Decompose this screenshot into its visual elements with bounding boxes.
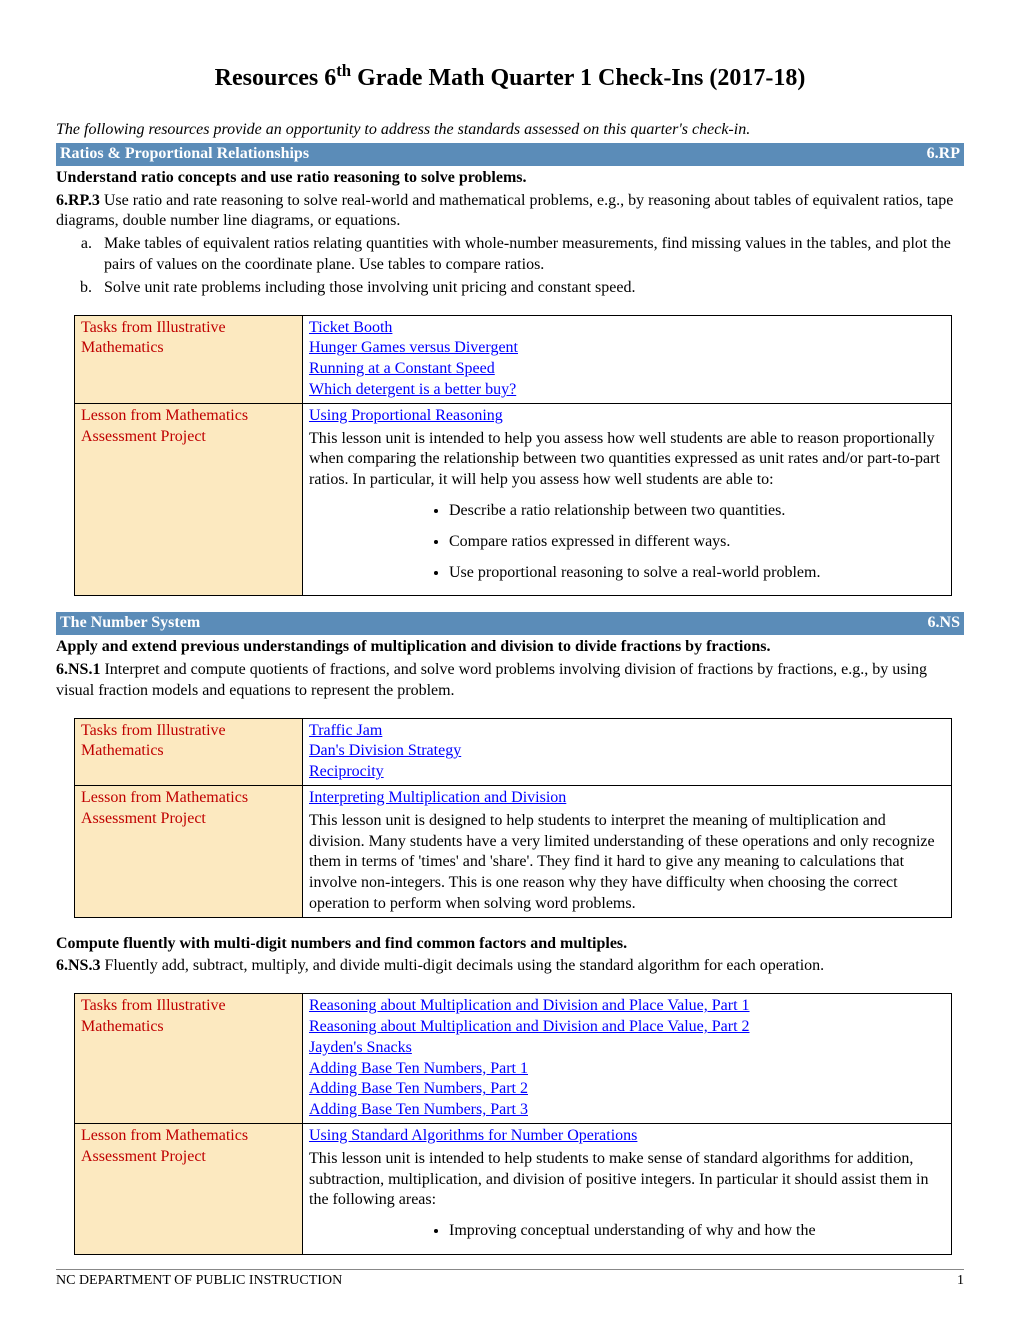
resources-table-ns3: Tasks from Illustrative Mathematics Reas… bbox=[74, 993, 952, 1255]
standard-code: 6.RP.3 bbox=[56, 192, 100, 209]
task-link[interactable]: Dan's Division Strategy bbox=[309, 742, 461, 759]
lesson-link[interactable]: Interpreting Multiplication and Division bbox=[309, 789, 566, 806]
resources-table-ns1: Tasks from Illustrative Mathematics Traf… bbox=[74, 718, 952, 918]
section-code: 6.NS bbox=[928, 613, 960, 634]
lesson-description: This lesson unit is designed to help stu… bbox=[309, 811, 945, 915]
lesson-cell: Using Standard Algorithms for Number Ope… bbox=[303, 1124, 952, 1255]
task-link[interactable]: Adding Base Ten Numbers, Part 3 bbox=[309, 1101, 528, 1118]
resources-table-rp: Tasks from Illustrative Mathematics Tick… bbox=[74, 315, 952, 597]
lesson-label-cell: Lesson from Mathematics Assessment Proje… bbox=[75, 1124, 303, 1255]
standard-body: Interpret and compute quotients of fract… bbox=[56, 661, 927, 699]
lesson-cell: Interpreting Multiplication and Division… bbox=[303, 785, 952, 917]
lesson-bullets: Improving conceptual understanding of wh… bbox=[309, 1221, 945, 1242]
lesson-bullet: Use proportional reasoning to solve a re… bbox=[449, 563, 945, 584]
lesson-bullet: Improving conceptual understanding of wh… bbox=[449, 1221, 945, 1242]
intro-text: The following resources provide an oppor… bbox=[56, 120, 964, 141]
task-link[interactable]: Reasoning about Multiplication and Divis… bbox=[309, 1018, 750, 1035]
tasks-label-cell: Tasks from Illustrative Mathematics bbox=[75, 994, 303, 1124]
standard-text: 6.RP.3 Use ratio and rate reasoning to s… bbox=[56, 191, 964, 233]
title-sup: th bbox=[336, 61, 351, 80]
cluster-heading-2: Compute fluently with multi-digit number… bbox=[56, 934, 964, 955]
task-link[interactable]: Reasoning about Multiplication and Divis… bbox=[309, 997, 750, 1014]
subpart-a: Make tables of equivalent ratios relatin… bbox=[96, 234, 964, 276]
section-title: Ratios & Proportional Relationships bbox=[60, 144, 309, 165]
standard-subparts: Make tables of equivalent ratios relatin… bbox=[56, 234, 964, 298]
standard-body: Use ratio and rate reasoning to solve re… bbox=[56, 192, 953, 230]
lesson-bullet: Compare ratios expressed in different wa… bbox=[449, 532, 945, 553]
tasks-links-cell: Reasoning about Multiplication and Divis… bbox=[303, 994, 952, 1124]
lesson-label-cell: Lesson from Mathematics Assessment Proje… bbox=[75, 785, 303, 917]
cluster-heading: Apply and extend previous understandings… bbox=[56, 637, 964, 658]
lesson-link[interactable]: Using Proportional Reasoning bbox=[309, 407, 503, 424]
task-link[interactable]: Traffic Jam bbox=[309, 722, 382, 739]
cluster-heading: Understand ratio concepts and use ratio … bbox=[56, 168, 964, 189]
task-link[interactable]: Hunger Games versus Divergent bbox=[309, 339, 518, 356]
section-header-rp: Ratios & Proportional Relationships 6.RP bbox=[56, 143, 964, 166]
task-link[interactable]: Adding Base Ten Numbers, Part 1 bbox=[309, 1060, 528, 1077]
title-post: Grade Math Quarter 1 Check-Ins (2017-18) bbox=[351, 65, 805, 91]
lesson-label-cell: Lesson from Mathematics Assessment Proje… bbox=[75, 403, 303, 596]
title-pre: Resources 6 bbox=[215, 65, 337, 91]
section-code: 6.RP bbox=[927, 144, 960, 165]
lesson-bullet: Describe a ratio relationship between tw… bbox=[449, 501, 945, 522]
section-title: The Number System bbox=[60, 613, 200, 634]
standard-code: 6.NS.3 bbox=[56, 957, 100, 974]
tasks-links-cell: Traffic Jam Dan's Division Strategy Reci… bbox=[303, 718, 952, 785]
task-link[interactable]: Adding Base Ten Numbers, Part 2 bbox=[309, 1080, 528, 1097]
standard-text-2: 6.NS.3 Fluently add, subtract, multiply,… bbox=[56, 956, 964, 977]
page-footer: NC DEPARTMENT OF PUBLIC INSTRUCTION 1 bbox=[56, 1269, 964, 1290]
lesson-description: This lesson unit is intended to help you… bbox=[309, 429, 945, 491]
lesson-cell: Using Proportional Reasoning This lesson… bbox=[303, 403, 952, 596]
footer-org: NC DEPARTMENT OF PUBLIC INSTRUCTION bbox=[56, 1272, 342, 1290]
task-link[interactable]: Running at a Constant Speed bbox=[309, 360, 495, 377]
tasks-links-cell: Ticket Booth Hunger Games versus Diverge… bbox=[303, 315, 952, 403]
standard-code: 6.NS.1 bbox=[56, 661, 100, 678]
task-link[interactable]: Jayden's Snacks bbox=[309, 1039, 412, 1056]
section-header-ns: The Number System 6.NS bbox=[56, 612, 964, 635]
page-number: 1 bbox=[957, 1272, 964, 1290]
standard-text: 6.NS.1 Interpret and compute quotients o… bbox=[56, 660, 964, 702]
lesson-description: This lesson unit is intended to help stu… bbox=[309, 1149, 945, 1211]
subpart-b: Solve unit rate problems including those… bbox=[96, 278, 964, 299]
tasks-label-cell: Tasks from Illustrative Mathematics bbox=[75, 315, 303, 403]
standard-body: Fluently add, subtract, multiply, and di… bbox=[100, 957, 824, 974]
lesson-bullets: Describe a ratio relationship between tw… bbox=[309, 501, 945, 583]
task-link[interactable]: Reciprocity bbox=[309, 763, 384, 780]
lesson-link[interactable]: Using Standard Algorithms for Number Ope… bbox=[309, 1127, 637, 1144]
page-title: Resources 6th Grade Math Quarter 1 Check… bbox=[56, 60, 964, 94]
task-link[interactable]: Which detergent is a better buy? bbox=[309, 381, 516, 398]
task-link[interactable]: Ticket Booth bbox=[309, 319, 392, 336]
tasks-label-cell: Tasks from Illustrative Mathematics bbox=[75, 718, 303, 785]
